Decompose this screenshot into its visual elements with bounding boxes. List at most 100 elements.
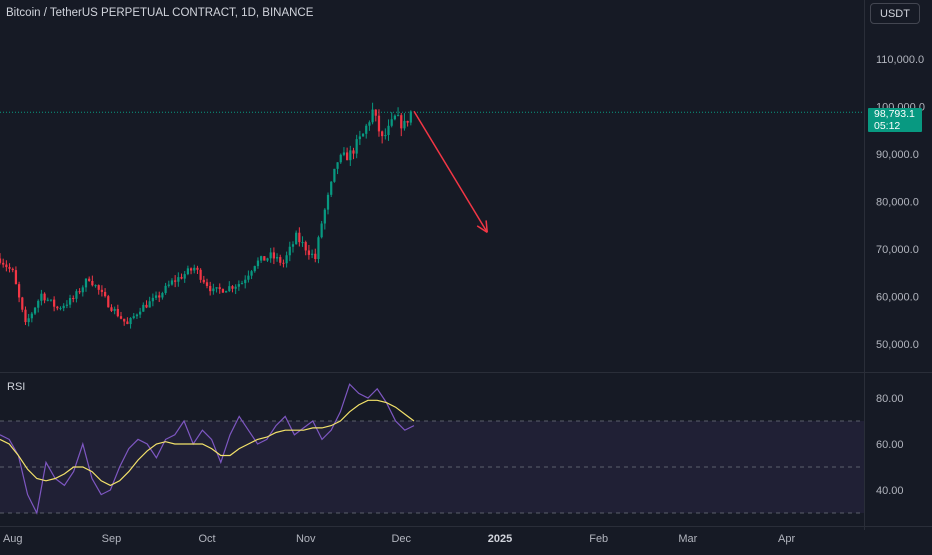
candle-body bbox=[170, 280, 174, 285]
candle-body bbox=[358, 136, 361, 140]
candle-body bbox=[189, 268, 193, 271]
candle-body bbox=[301, 242, 304, 244]
candle-body bbox=[406, 120, 409, 123]
candle-body bbox=[275, 257, 279, 259]
rsi-pane bbox=[0, 383, 864, 515]
candle-body bbox=[62, 305, 65, 309]
time-tick-label: Feb bbox=[589, 533, 608, 545]
candle-body bbox=[97, 285, 100, 290]
candle-body bbox=[387, 125, 390, 135]
candle-body bbox=[314, 253, 317, 259]
candle-body bbox=[224, 291, 228, 293]
candle-body bbox=[142, 304, 145, 312]
candle-body bbox=[68, 298, 72, 305]
candle-body bbox=[291, 244, 295, 247]
candle-body bbox=[84, 278, 88, 288]
rsi-tick-label: 80.00 bbox=[876, 393, 904, 405]
candle-body bbox=[320, 223, 323, 238]
candle-body bbox=[374, 109, 377, 116]
candle-body bbox=[342, 152, 346, 155]
symbol-title[interactable]: Bitcoin / TetherUS PERPETUAL CONTRACT, 1… bbox=[6, 7, 314, 19]
candle-body bbox=[180, 277, 183, 279]
candle-body bbox=[266, 258, 269, 261]
candle-body bbox=[253, 266, 256, 272]
candle-body bbox=[330, 181, 333, 195]
candle-body bbox=[263, 256, 266, 261]
forecast-arrow-line bbox=[413, 110, 488, 233]
candle-body bbox=[279, 257, 282, 263]
candle-body bbox=[37, 300, 40, 308]
candle-body bbox=[72, 298, 75, 300]
price-tick-label: 80,000.0 bbox=[876, 197, 919, 209]
candle-body bbox=[310, 253, 314, 255]
candle-body bbox=[132, 316, 135, 319]
candle-body bbox=[177, 277, 180, 282]
candle-body bbox=[234, 286, 237, 289]
candle-body bbox=[250, 271, 253, 276]
candle-body bbox=[352, 150, 355, 154]
price-tick-label: 60,000.0 bbox=[876, 292, 919, 304]
candle-body bbox=[228, 286, 231, 292]
rsi-tick-label: 40.00 bbox=[876, 485, 904, 497]
time-tick-label: Oct bbox=[198, 533, 215, 545]
candle-body bbox=[381, 131, 384, 137]
candle-body bbox=[396, 115, 400, 117]
candle-body bbox=[199, 269, 202, 280]
candle-body bbox=[17, 284, 21, 298]
candle-body bbox=[390, 119, 393, 126]
candle-body bbox=[209, 285, 212, 292]
time-tick-label: Aug bbox=[3, 533, 23, 545]
candle-body bbox=[196, 267, 199, 270]
candle-body bbox=[288, 246, 291, 256]
candle-body bbox=[346, 152, 349, 161]
candle-body bbox=[65, 304, 68, 306]
candle-body bbox=[326, 194, 330, 210]
candle-body bbox=[247, 275, 250, 280]
candle-body bbox=[164, 285, 167, 294]
candle-body bbox=[129, 318, 132, 325]
candle-body bbox=[183, 274, 186, 279]
rsi-ma-line bbox=[0, 399, 415, 487]
currency-button[interactable]: USDT bbox=[870, 3, 920, 24]
time-tick-label: Nov bbox=[296, 533, 316, 545]
last-price-value: 98,793.1 bbox=[874, 108, 915, 120]
candle-body bbox=[119, 316, 123, 319]
candle-body bbox=[317, 237, 320, 259]
candle-body bbox=[304, 242, 307, 251]
candle-body bbox=[212, 288, 215, 292]
candle-body bbox=[116, 308, 119, 317]
candle-body bbox=[215, 287, 218, 289]
time-tick-label: 2025 bbox=[488, 533, 512, 545]
candle-body bbox=[400, 115, 403, 129]
candle-body bbox=[368, 122, 371, 126]
candle-body bbox=[349, 150, 352, 161]
candle-body bbox=[371, 109, 374, 123]
candle-body bbox=[221, 289, 225, 293]
rsi-tick-label: 60.00 bbox=[876, 439, 904, 451]
candle-body bbox=[323, 209, 326, 224]
candle-body bbox=[8, 267, 11, 269]
candle-body bbox=[14, 270, 18, 285]
candle-body bbox=[409, 111, 412, 123]
candle-body bbox=[59, 308, 62, 310]
rsi-indicator-label[interactable]: RSI bbox=[7, 381, 26, 393]
candle-body bbox=[193, 267, 196, 271]
price-tick-label: 70,000.0 bbox=[876, 244, 919, 256]
candle-body bbox=[94, 285, 97, 287]
candle-body bbox=[88, 278, 91, 281]
candle-body bbox=[91, 280, 94, 286]
candle-body bbox=[298, 232, 301, 243]
time-tick-label: Apr bbox=[778, 533, 795, 545]
candle-body bbox=[75, 291, 78, 299]
candle-body bbox=[0, 258, 2, 263]
time-tick-label: Sep bbox=[102, 533, 122, 545]
candle-body bbox=[2, 262, 5, 265]
bar-countdown: 05:12 bbox=[874, 120, 901, 132]
candle-body bbox=[355, 139, 358, 154]
time-tick-label: Dec bbox=[391, 533, 411, 545]
candle-body bbox=[27, 318, 30, 323]
candle-body bbox=[161, 293, 164, 298]
price-series bbox=[0, 102, 488, 329]
